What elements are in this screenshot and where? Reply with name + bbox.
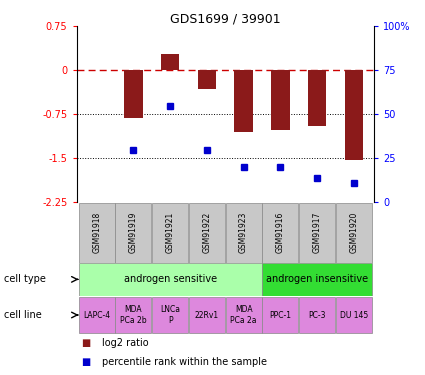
Bar — [79, 263, 262, 296]
Text: androgen sensitive: androgen sensitive — [124, 274, 217, 284]
Text: cell type: cell type — [4, 274, 46, 284]
Text: GSM91920: GSM91920 — [349, 212, 358, 253]
Bar — [116, 297, 151, 333]
Title: GDS1699 / 39901: GDS1699 / 39901 — [170, 12, 280, 25]
Text: LNCa
P: LNCa P — [160, 305, 180, 325]
Bar — [116, 202, 151, 262]
Bar — [79, 202, 115, 262]
Text: DU 145: DU 145 — [340, 310, 368, 320]
Text: log2 ratio: log2 ratio — [102, 338, 149, 348]
Text: ■: ■ — [81, 357, 90, 367]
Bar — [189, 297, 225, 333]
Bar — [198, 70, 216, 89]
Bar — [152, 297, 188, 333]
Bar — [189, 202, 225, 262]
Bar — [345, 70, 363, 160]
Text: androgen insensitive: androgen insensitive — [266, 274, 368, 284]
Bar — [299, 297, 335, 333]
Text: PC-3: PC-3 — [308, 310, 326, 320]
Bar — [262, 263, 372, 296]
Bar — [152, 202, 188, 262]
Text: percentile rank within the sample: percentile rank within the sample — [102, 357, 267, 367]
Bar — [262, 297, 298, 333]
Bar — [336, 297, 372, 333]
Bar — [226, 202, 262, 262]
Text: ■: ■ — [81, 338, 90, 348]
Text: MDA
PCa 2a: MDA PCa 2a — [230, 305, 257, 325]
Bar — [271, 70, 289, 130]
Text: GSM91918: GSM91918 — [92, 212, 101, 253]
Bar — [336, 202, 372, 262]
Text: GSM91922: GSM91922 — [202, 212, 211, 253]
Text: cell line: cell line — [4, 310, 42, 320]
Text: PPC-1: PPC-1 — [269, 310, 292, 320]
Bar — [79, 297, 115, 333]
Bar — [262, 202, 298, 262]
Text: GSM91921: GSM91921 — [166, 212, 175, 253]
Text: 22Rv1: 22Rv1 — [195, 310, 219, 320]
Text: GSM91923: GSM91923 — [239, 212, 248, 253]
Text: GSM91917: GSM91917 — [312, 212, 322, 253]
Text: LAPC-4: LAPC-4 — [83, 310, 110, 320]
Bar — [226, 297, 262, 333]
Bar — [299, 202, 335, 262]
Text: GSM91916: GSM91916 — [276, 212, 285, 253]
Text: MDA
PCa 2b: MDA PCa 2b — [120, 305, 147, 325]
Bar — [124, 70, 143, 118]
Text: GSM91919: GSM91919 — [129, 212, 138, 253]
Bar — [308, 70, 326, 126]
Bar — [161, 54, 179, 70]
Bar — [235, 70, 253, 132]
